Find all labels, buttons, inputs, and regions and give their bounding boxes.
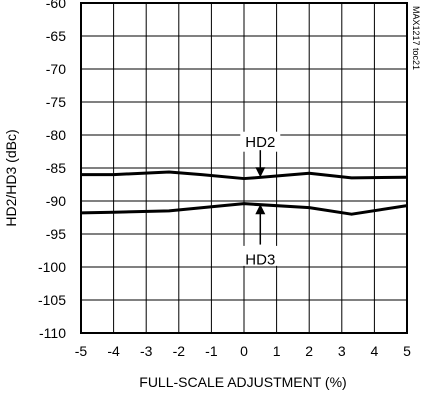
y-tick-label: -90 xyxy=(46,193,66,209)
watermark: MAX1217 toc21 xyxy=(411,6,421,70)
series-line-hd3 xyxy=(80,202,408,216)
plot-frame xyxy=(80,2,408,334)
x-tick-label: -3 xyxy=(140,343,153,359)
x-tick-label: 1 xyxy=(273,343,281,359)
annotations: HD2 HD3 xyxy=(240,131,281,268)
x-tick-label: 4 xyxy=(371,343,379,359)
y-tick-label: -105 xyxy=(38,292,66,308)
y-tick-label: -65 xyxy=(46,28,66,44)
x-tick-label: 0 xyxy=(240,343,248,359)
x-tick-label: 3 xyxy=(338,343,346,359)
y-axis-label: HD2/HD3 (dBc) xyxy=(3,129,19,226)
y-tick-label: -70 xyxy=(46,61,66,77)
series-lines xyxy=(80,170,408,216)
y-tick-label: -110 xyxy=(39,325,66,341)
y-tick-label: -100 xyxy=(38,259,66,275)
grid xyxy=(80,2,408,334)
series-line-hd2 xyxy=(81,170,408,181)
hd3-arrowhead xyxy=(255,204,266,215)
y-tick-label: -60 xyxy=(46,0,66,11)
y-tick-label: -80 xyxy=(46,127,66,143)
x-axis-label: FULL-SCALE ADJUSTMENT (%) xyxy=(139,374,346,390)
x-tick-label: 5 xyxy=(403,343,411,359)
x-tick-label: -1 xyxy=(205,343,218,359)
x-tick-label: -5 xyxy=(75,343,88,359)
y-tick-label: -95 xyxy=(46,226,66,242)
x-tick-label: 2 xyxy=(305,343,313,359)
y-tick-label: -75 xyxy=(46,94,66,110)
x-tick-label: -2 xyxy=(173,343,186,359)
hd3-label-bg xyxy=(240,245,281,266)
y-tick-label: -85 xyxy=(46,160,66,176)
hd2-label: HD2 xyxy=(245,134,275,151)
tick-labels: -5 -4 -3 -2 -1 0 1 2 3 4 5 -60 -65 -70 -75 -80 -85 -90 -95… xyxy=(38,0,411,359)
hd2-arrowhead xyxy=(255,167,266,178)
hd3-label: HD3 xyxy=(245,251,275,268)
hd2-label-bg xyxy=(240,131,281,152)
x-tick-label: -4 xyxy=(107,343,120,359)
